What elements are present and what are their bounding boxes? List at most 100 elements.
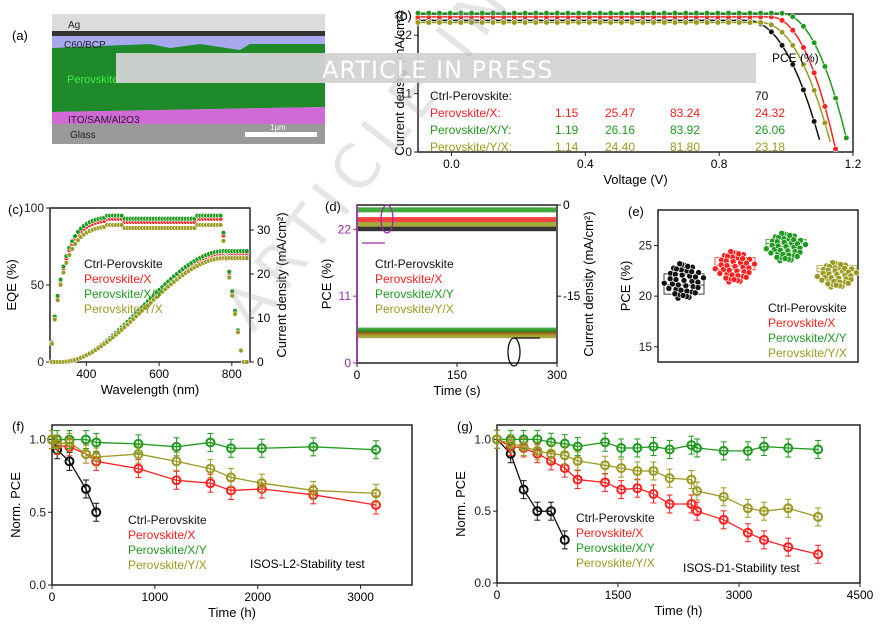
watermark-banner: ARTICLE IN PRESS	[116, 53, 756, 84]
jv-point	[661, 10, 668, 17]
stability-point	[813, 511, 824, 522]
jv-point	[693, 10, 700, 17]
stability-point	[64, 456, 75, 467]
pce-point	[824, 280, 832, 288]
scale-bar	[245, 132, 317, 137]
watermark-banner-text: ARTICLE IN PRESS	[322, 56, 554, 84]
stability-point	[80, 449, 91, 460]
stability-point	[686, 499, 697, 509]
stability-point	[52, 438, 63, 449]
stability-point	[225, 443, 236, 454]
jv-point	[768, 10, 775, 17]
jv-point	[543, 19, 550, 26]
jv-point	[832, 95, 839, 102]
legend-entry: Perovskite/X/Y	[768, 331, 847, 345]
stability-point	[664, 473, 675, 484]
stability-point	[616, 442, 627, 453]
plot-frame	[417, 13, 854, 153]
stability-point	[518, 484, 529, 495]
jv-point	[671, 10, 679, 17]
pce-point	[671, 290, 679, 298]
jv-point	[746, 19, 754, 26]
jv-point	[543, 10, 550, 17]
ag-layer	[52, 14, 325, 34]
jv-point	[811, 118, 818, 125]
stability-point	[225, 472, 236, 483]
stability-point	[600, 477, 611, 488]
eqe-point	[72, 233, 78, 239]
pce-point	[695, 269, 702, 276]
jv-point	[725, 10, 732, 17]
layer-label-ag: Ag	[68, 20, 80, 31]
table-cell: 26.06	[755, 123, 785, 137]
x-tick-label: 0.0	[443, 157, 460, 171]
jv-point	[800, 23, 807, 30]
y-tick-label: 22	[399, 28, 413, 42]
jv-point	[800, 44, 807, 51]
legend-entry: Perovskite/X	[768, 316, 835, 330]
stability-point	[718, 491, 729, 502]
stability-point	[718, 514, 729, 525]
y-tick-label: 0.5	[474, 504, 491, 518]
y2-tick-label: 10	[257, 311, 271, 325]
table-cell: 70	[755, 89, 769, 103]
stability-point	[632, 483, 643, 494]
stability-point	[783, 542, 794, 553]
stability-point	[632, 442, 643, 453]
eqe-point	[69, 246, 75, 252]
stability-line	[496, 438, 819, 518]
jv-point	[629, 19, 636, 26]
jv-point	[607, 10, 614, 17]
pce-point	[673, 265, 680, 273]
stability-line	[51, 439, 377, 495]
pce-point	[762, 245, 770, 253]
stability-point	[546, 506, 557, 517]
jv-point	[414, 19, 422, 26]
jv-point	[468, 10, 475, 17]
jint-point	[244, 255, 250, 261]
panel-label: (d)	[325, 199, 341, 214]
stability-point	[692, 486, 703, 497]
panel-d: 0 150 300 0 11 22 Time (s) PCE (%) (d) 0 -15 Curren…	[319, 198, 596, 398]
jv-point	[414, 10, 422, 17]
pce-trace	[358, 226, 556, 232]
pce-point	[700, 274, 707, 282]
panel-b: 0.0 0.4 0.8 1.2 0 11 22 Voltage (V) Current dens…	[392, 8, 862, 187]
jv-point	[789, 42, 796, 49]
y2-axis-label: Current density (mA/cm²)	[581, 211, 596, 356]
jv-point	[682, 10, 689, 17]
jv-point	[746, 10, 754, 17]
stability-point	[532, 506, 543, 517]
stability-point	[205, 437, 216, 448]
pce-trace	[358, 217, 556, 223]
stability-point	[648, 488, 659, 499]
pce-point	[751, 260, 758, 268]
eqe-point	[232, 311, 238, 317]
jv-point	[639, 10, 646, 17]
eqe-point	[220, 230, 227, 236]
x-tick-label: 150	[447, 368, 467, 382]
x-axis-label: Time (h)	[655, 603, 703, 618]
scale-bar-label: 1μm	[270, 123, 286, 132]
stability-point	[692, 442, 703, 453]
pce-point	[679, 292, 687, 299]
current-marker-ellipse	[507, 337, 521, 367]
eqe-point	[220, 238, 227, 244]
eqe-point	[238, 347, 244, 354]
stability-line	[51, 439, 377, 506]
eqe-point	[229, 293, 235, 299]
jv-point	[468, 19, 475, 26]
y2-axis-label: Current density (mA/cm²)	[274, 212, 289, 357]
jv-point	[821, 63, 828, 70]
x-tick-label: 0	[49, 590, 56, 604]
jv-point	[704, 10, 711, 17]
stability-point	[632, 465, 643, 476]
jv-point	[714, 19, 721, 26]
pce-point	[844, 279, 852, 287]
y-tick-label: 50	[31, 278, 45, 292]
jv-point	[843, 134, 850, 141]
jv-point	[811, 87, 818, 94]
stability-point	[546, 448, 557, 459]
jv-point	[757, 19, 764, 26]
